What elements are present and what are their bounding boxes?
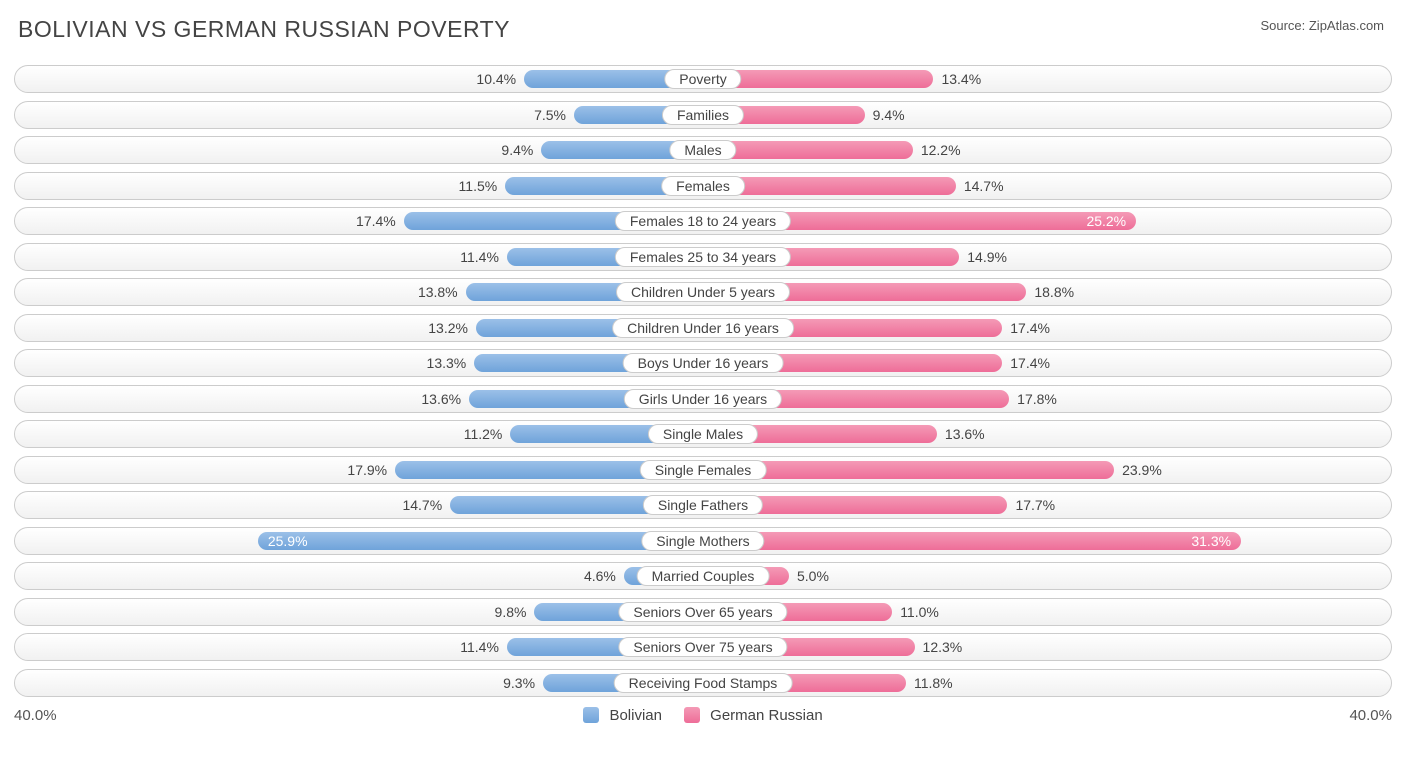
axis-max-right: 40.0% (1349, 707, 1392, 724)
value-label-right: 17.4% (1010, 320, 1050, 336)
bar-row: 13.3% 17.4% Boys Under 16 years (14, 349, 1392, 377)
value-label-left: 9.8% (495, 604, 527, 620)
value-label-left: 11.4% (460, 639, 499, 655)
value-label-left: 4.6% (584, 568, 616, 584)
source-attribution: Source: ZipAtlas.com (1260, 18, 1384, 33)
legend-item-right: German Russian (684, 707, 823, 724)
category-label: Children Under 5 years (616, 282, 790, 302)
value-label-left: 9.4% (501, 142, 533, 158)
value-label-left: 11.2% (464, 426, 503, 442)
value-label-left: 10.4% (476, 71, 516, 87)
category-label: Females 18 to 24 years (615, 211, 791, 231)
value-label-right: 25.2% (1086, 213, 1126, 229)
value-label-right: 11.8% (914, 675, 953, 691)
category-label: Single Females (640, 460, 767, 480)
category-label: Poverty (664, 69, 741, 89)
value-label-left: 17.4% (356, 213, 396, 229)
value-label-right: 13.6% (945, 426, 985, 442)
category-label: Females 25 to 34 years (615, 247, 791, 267)
category-label: Seniors Over 65 years (618, 602, 787, 622)
value-label-right: 11.0% (900, 604, 939, 620)
value-label-left: 14.7% (402, 497, 442, 513)
value-label-right: 17.4% (1010, 355, 1050, 371)
value-label-right: 17.8% (1017, 391, 1057, 407)
category-label: Females (661, 176, 745, 196)
bar-row: 11.5% 14.7% Females (14, 172, 1392, 200)
bar-row: 9.4% 12.2% Males (14, 136, 1392, 164)
legend-label-right: German Russian (710, 707, 823, 724)
legend-label-left: Bolivian (609, 707, 662, 724)
bar-row: 11.2% 13.6% Single Males (14, 420, 1392, 448)
bar-row: 13.8% 18.8% Children Under 5 years (14, 278, 1392, 306)
bar-row: 17.9% 23.9% Single Females (14, 456, 1392, 484)
value-label-right: 9.4% (873, 107, 905, 123)
bar-row: 7.5% 9.4% Families (14, 101, 1392, 129)
category-label: Married Couples (637, 566, 770, 586)
bar-left (258, 532, 703, 550)
bar-right (703, 532, 1241, 550)
value-label-right: 14.7% (964, 178, 1004, 194)
value-label-left: 13.3% (427, 355, 467, 371)
category-label: Single Males (648, 424, 758, 444)
value-label-left: 13.2% (428, 320, 468, 336)
category-label: Families (662, 105, 744, 125)
category-label: Seniors Over 75 years (618, 637, 787, 657)
legend: Bolivian German Russian (583, 707, 822, 724)
axis-max-left: 40.0% (14, 707, 57, 724)
value-label-right: 18.8% (1034, 284, 1074, 300)
value-label-right: 12.2% (921, 142, 961, 158)
bar-row: 10.4% 13.4% Poverty (14, 65, 1392, 93)
legend-item-left: Bolivian (583, 707, 662, 724)
value-label-right: 23.9% (1122, 462, 1162, 478)
bar-row: 13.6% 17.8% Girls Under 16 years (14, 385, 1392, 413)
legend-swatch-left (583, 707, 599, 723)
bar-row: 9.8% 11.0% Seniors Over 65 years (14, 598, 1392, 626)
value-label-right: 5.0% (797, 568, 829, 584)
value-label-right: 12.3% (923, 639, 963, 655)
value-label-left: 13.8% (418, 284, 458, 300)
bar-row: 14.7% 17.7% Single Fathers (14, 491, 1392, 519)
value-label-left: 9.3% (503, 675, 535, 691)
value-label-right: 13.4% (941, 71, 981, 87)
category-label: Girls Under 16 years (624, 389, 782, 409)
value-label-right: 31.3% (1191, 533, 1231, 549)
value-label-left: 11.5% (459, 178, 498, 194)
chart-title: BOLIVIAN VS GERMAN RUSSIAN POVERTY (18, 16, 1392, 43)
category-label: Receiving Food Stamps (614, 673, 793, 693)
value-label-right: 14.9% (967, 249, 1007, 265)
value-label-left: 17.9% (347, 462, 387, 478)
bar-row: 9.3% 11.8% Receiving Food Stamps (14, 669, 1392, 697)
category-label: Single Mothers (641, 531, 764, 551)
chart-footer: 40.0% Bolivian German Russian 40.0% (14, 704, 1392, 726)
diverging-bar-chart: 10.4% 13.4% Poverty 7.5% 9.4% Families 9.4% 12.… (14, 65, 1392, 697)
value-label-left: 11.4% (460, 249, 499, 265)
bar-row: 11.4% 12.3% Seniors Over 75 years (14, 633, 1392, 661)
category-label: Children Under 16 years (612, 318, 794, 338)
category-label: Single Fathers (643, 495, 763, 515)
value-label-left: 25.9% (268, 533, 308, 549)
bar-row: 17.4% 25.2% Females 18 to 24 years (14, 207, 1392, 235)
legend-swatch-right (684, 707, 700, 723)
value-label-right: 17.7% (1015, 497, 1055, 513)
category-label: Boys Under 16 years (623, 353, 784, 373)
bar-row: 25.9% 31.3% Single Mothers (14, 527, 1392, 555)
bar-row: 4.6% 5.0% Married Couples (14, 562, 1392, 590)
value-label-left: 7.5% (534, 107, 566, 123)
category-label: Males (669, 140, 736, 160)
bar-row: 11.4% 14.9% Females 25 to 34 years (14, 243, 1392, 271)
value-label-left: 13.6% (421, 391, 461, 407)
bar-row: 13.2% 17.4% Children Under 16 years (14, 314, 1392, 342)
